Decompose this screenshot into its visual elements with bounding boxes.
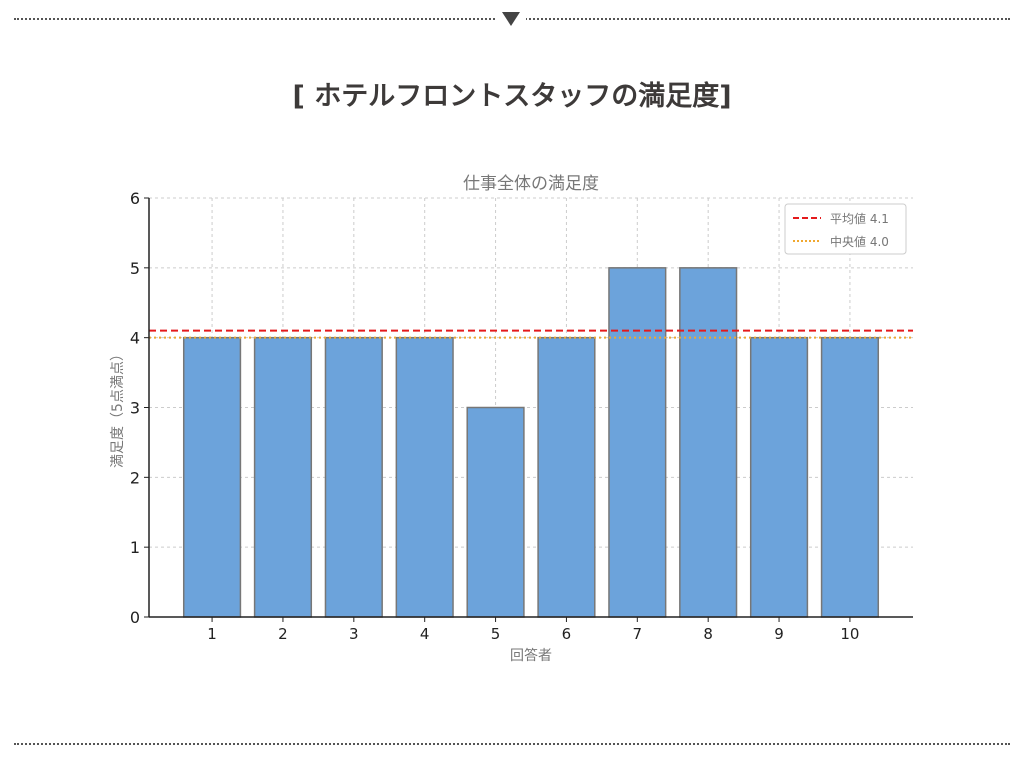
bar-8 [679,267,738,618]
bar-7 [608,267,667,618]
chart-title: 仕事全体の満足度 [463,174,599,194]
x-tick-label: 8 [703,625,713,643]
y-tick-label: 2 [130,468,140,487]
y-tick-label: 4 [130,329,140,348]
down-arrow-icon [502,12,520,26]
bar-9 [749,336,809,618]
bar-5 [466,406,525,618]
x-tick-label: 6 [562,625,572,643]
x-tick-label: 7 [633,625,643,643]
x-tick-label: 5 [491,625,501,643]
bar-10 [820,336,880,618]
bar-6 [537,336,596,618]
x-tick-label: 1 [207,625,217,643]
y-tick-label: 1 [130,538,140,557]
bottom-divider [14,743,1010,745]
bar-3 [324,336,383,618]
x-tick-label: 2 [278,625,288,643]
bar-2 [253,336,313,618]
y-axis-label: 満足度（5点満点） [110,347,126,468]
page-title: [ ホテルフロントスタッフの満足度] [292,81,732,112]
x-tick-label: 3 [349,625,359,643]
y-tick-label: 0 [130,608,140,627]
x-tick-label: 4 [420,625,430,643]
legend-label-1: 中央値 4.0 [830,234,889,249]
legend [784,203,907,255]
x-axis-label: 回答者 [510,647,552,664]
y-tick-label: 6 [130,189,140,208]
legend-label-0: 平均値 4.1 [830,211,889,226]
bar-4 [395,336,454,618]
y-tick-label: 5 [130,259,140,278]
x-tick-label: 9 [774,625,784,643]
bar-1 [182,336,242,618]
y-tick-label: 3 [130,399,140,418]
x-tick-label: 10 [840,625,859,643]
